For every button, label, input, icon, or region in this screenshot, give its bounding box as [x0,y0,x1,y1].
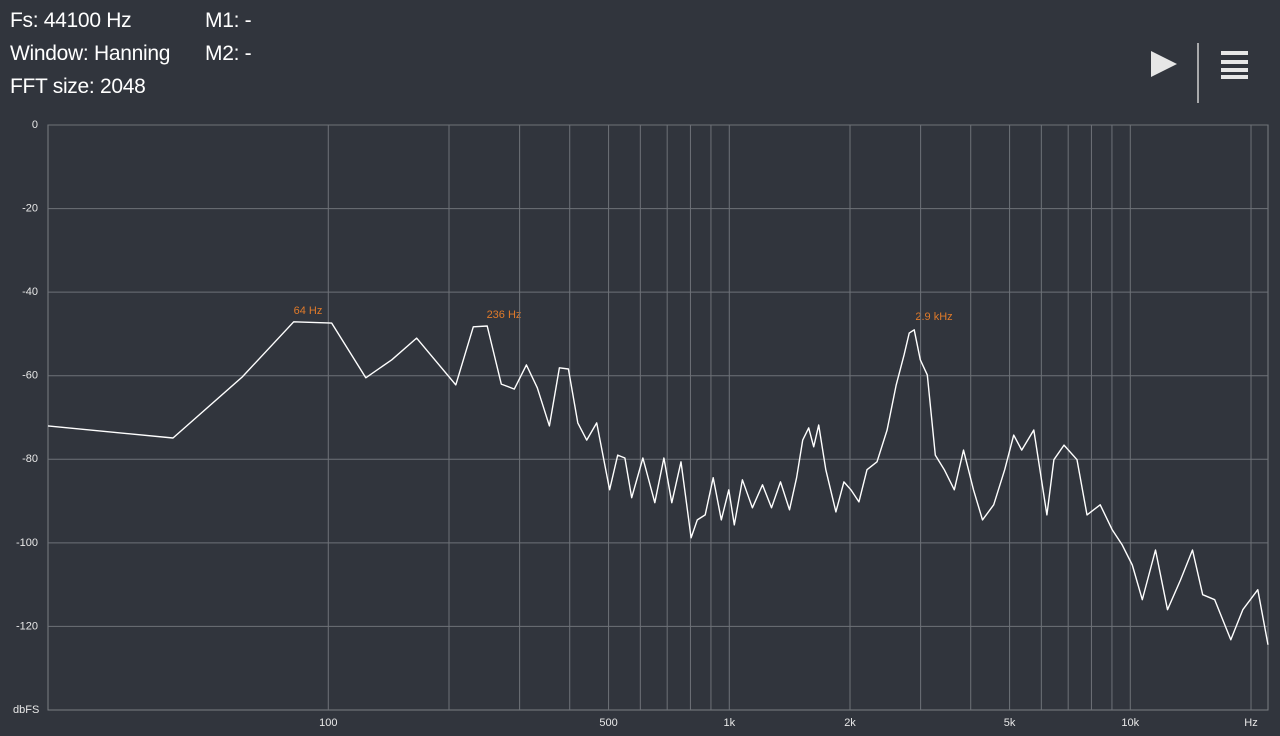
marker-1: M1: - [205,9,252,32]
menu-bar[interactable] [1221,75,1248,79]
y-tick-label: -100 [16,537,38,549]
y-tick-label: -40 [22,286,38,298]
x-tick-label: 5k [1004,717,1016,729]
plot-frame [47,124,1269,711]
fft-size: FFT size: 2048 [10,75,146,98]
sample-rate: Fs: 44100 Hz [10,9,132,32]
x-tick-label: 10k [1121,717,1139,729]
spectrum-line [47,321,1269,645]
peak-annotation: 64 Hz [294,305,323,317]
marker-2: M2: - [205,42,252,65]
x-tick-label: 1k [723,717,735,729]
y-tick-label: -60 [22,370,38,382]
play-button[interactable] [1140,40,1186,88]
x-tick-label: 2k [844,717,856,729]
peak-annotation: 236 Hz [487,309,522,321]
x-tick-label: 500 [599,717,617,729]
y-tick-label: -120 [16,620,38,632]
play-icon[interactable] [1151,51,1177,77]
menu-button[interactable] [1212,40,1258,88]
y-axis-label: dbFS [13,704,39,716]
menu-bar[interactable] [1221,51,1248,55]
y-tick-label: 0 [32,119,38,131]
menu-bar[interactable] [1221,68,1248,72]
y-tick-label: -20 [22,202,38,214]
menu-bar[interactable] [1221,60,1248,64]
y-tick-label: -80 [22,453,38,465]
grid [48,124,1268,710]
x-tick-label: Hz [1244,717,1257,729]
window-type: Window: Hanning [10,42,171,65]
peak-annotation: 2.9 kHz [915,311,952,323]
x-tick-label: 100 [319,717,337,729]
